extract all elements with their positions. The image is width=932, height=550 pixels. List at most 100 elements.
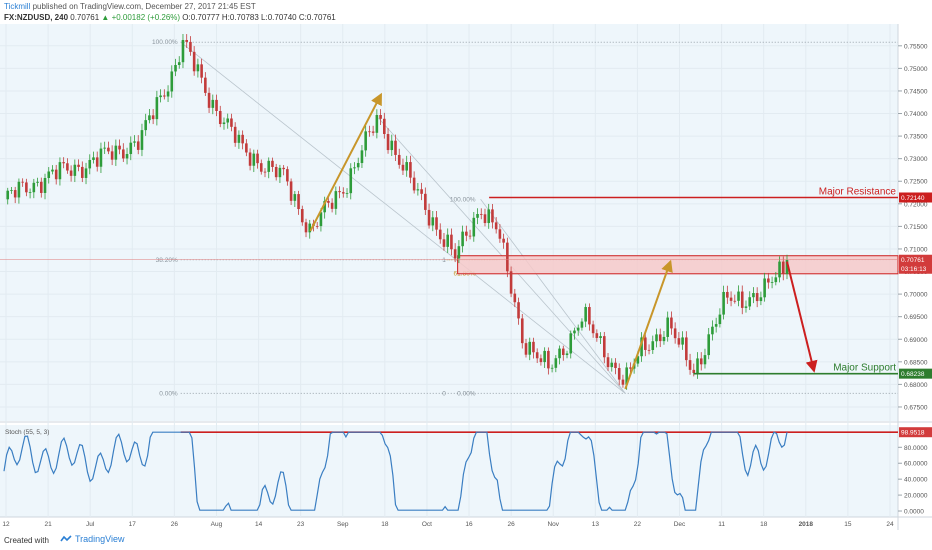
candle-body	[494, 222, 498, 230]
candle-body	[32, 182, 36, 193]
candle-body	[267, 160, 271, 172]
price-axis-label: 0.72000	[904, 201, 928, 208]
candle-body	[215, 99, 218, 111]
candle-body	[472, 217, 476, 237]
candle-body	[483, 214, 487, 224]
candle-body	[535, 352, 539, 359]
candle-body	[554, 358, 558, 368]
candle-body	[685, 337, 688, 361]
stoch-axis-label: 40.0000	[904, 477, 928, 484]
candle-body	[226, 118, 230, 123]
price-pane-bg	[0, 24, 898, 421]
candle-body	[755, 293, 759, 302]
candle-body	[588, 307, 591, 325]
price-axis-label: 0.67500	[904, 404, 928, 411]
candle-body	[726, 291, 729, 298]
candle-body	[155, 97, 159, 120]
candle-body	[39, 181, 43, 193]
stoch-value-label: 98.9518	[901, 430, 925, 437]
bullish-arrow	[624, 259, 673, 390]
candle-body	[595, 333, 599, 339]
candle-body	[99, 148, 103, 167]
candle-body	[356, 163, 360, 168]
price-axis-label: 0.74000	[904, 111, 928, 118]
candle-body	[487, 209, 491, 224]
candle-body	[43, 177, 47, 193]
price-axis-label: 0.69000	[904, 337, 928, 344]
price-axis-label: 0.73000	[904, 156, 928, 163]
stoch-line	[3, 431, 788, 511]
time-axis-label: Oct	[422, 521, 432, 528]
candle-body	[170, 71, 174, 92]
stoch-axis-label: 20.0000	[904, 493, 928, 500]
time-axis-label: 18	[381, 521, 389, 528]
current-price-tag	[899, 254, 932, 274]
candle-body	[245, 143, 248, 153]
candle-body	[759, 297, 763, 302]
candle-body	[599, 336, 602, 339]
candle-body	[397, 154, 401, 165]
candle-body	[561, 348, 565, 356]
candle-body	[670, 317, 673, 329]
fib-marker-label: 1	[442, 257, 446, 264]
candle-body	[539, 358, 543, 363]
candle-body	[696, 358, 699, 374]
candle-body	[95, 157, 99, 167]
candle-body	[718, 314, 722, 325]
candle-body	[703, 355, 707, 365]
candle-body	[658, 334, 662, 342]
candle-body	[442, 239, 446, 247]
candle-body	[457, 246, 461, 259]
candle-body	[163, 95, 166, 97]
time-axis-label: 2018	[799, 521, 814, 528]
candle-body	[36, 181, 39, 183]
candle-body	[476, 213, 479, 218]
price-axis-label: 0.68000	[904, 382, 928, 389]
ohlc-values: O:0.70777 H:0.70783 L:0.70740 C:0.70761	[182, 13, 336, 22]
stoch-value-tag	[899, 427, 932, 438]
candle-body	[509, 271, 513, 294]
candle-body	[129, 142, 133, 155]
time-axis-label: Dec	[674, 521, 686, 528]
candle-body	[427, 209, 431, 226]
time-axis-label: 14	[255, 521, 263, 528]
candle-body	[73, 164, 77, 176]
candle-body	[222, 122, 226, 125]
candle-body	[77, 164, 80, 167]
candle-body	[401, 164, 405, 171]
candle-body	[144, 120, 147, 131]
candle-body	[122, 149, 125, 159]
candle-body	[252, 153, 256, 166]
candle-body	[6, 190, 10, 200]
candle-body	[248, 152, 252, 166]
publish-info: Tickmill published on TradingView.com, D…	[4, 2, 256, 12]
time-axis-label: 21	[44, 521, 52, 528]
candle-body	[181, 39, 185, 63]
candle-body	[409, 162, 412, 178]
time-axis-label: 13	[592, 521, 600, 528]
candle-body	[446, 234, 449, 247]
tradingview-logo[interactable]: TradingView	[60, 534, 125, 544]
up-triangle-icon: ▲	[101, 13, 110, 22]
price-tag	[899, 192, 932, 203]
candle-body	[677, 338, 681, 345]
fib-level-label: 100.00%	[450, 196, 476, 203]
candle-body	[520, 318, 524, 344]
time-axis-label: 17	[129, 521, 137, 528]
candle-body	[774, 277, 778, 283]
candle-body	[107, 147, 110, 152]
candle-body	[233, 126, 237, 143]
candle-body	[479, 213, 483, 215]
candle-body	[334, 191, 338, 209]
candle-body	[644, 337, 647, 350]
candle-body	[371, 131, 375, 133]
candle-body	[625, 367, 628, 385]
candle-body	[606, 357, 610, 368]
candle-body	[573, 330, 576, 334]
bearish-arrow	[786, 261, 818, 373]
price-axis-label: 0.70000	[904, 292, 928, 299]
symbol-label: FX:NZDUSD, 240	[4, 13, 69, 22]
author-link[interactable]: Tickmill	[4, 2, 31, 11]
candle-body	[118, 145, 121, 150]
